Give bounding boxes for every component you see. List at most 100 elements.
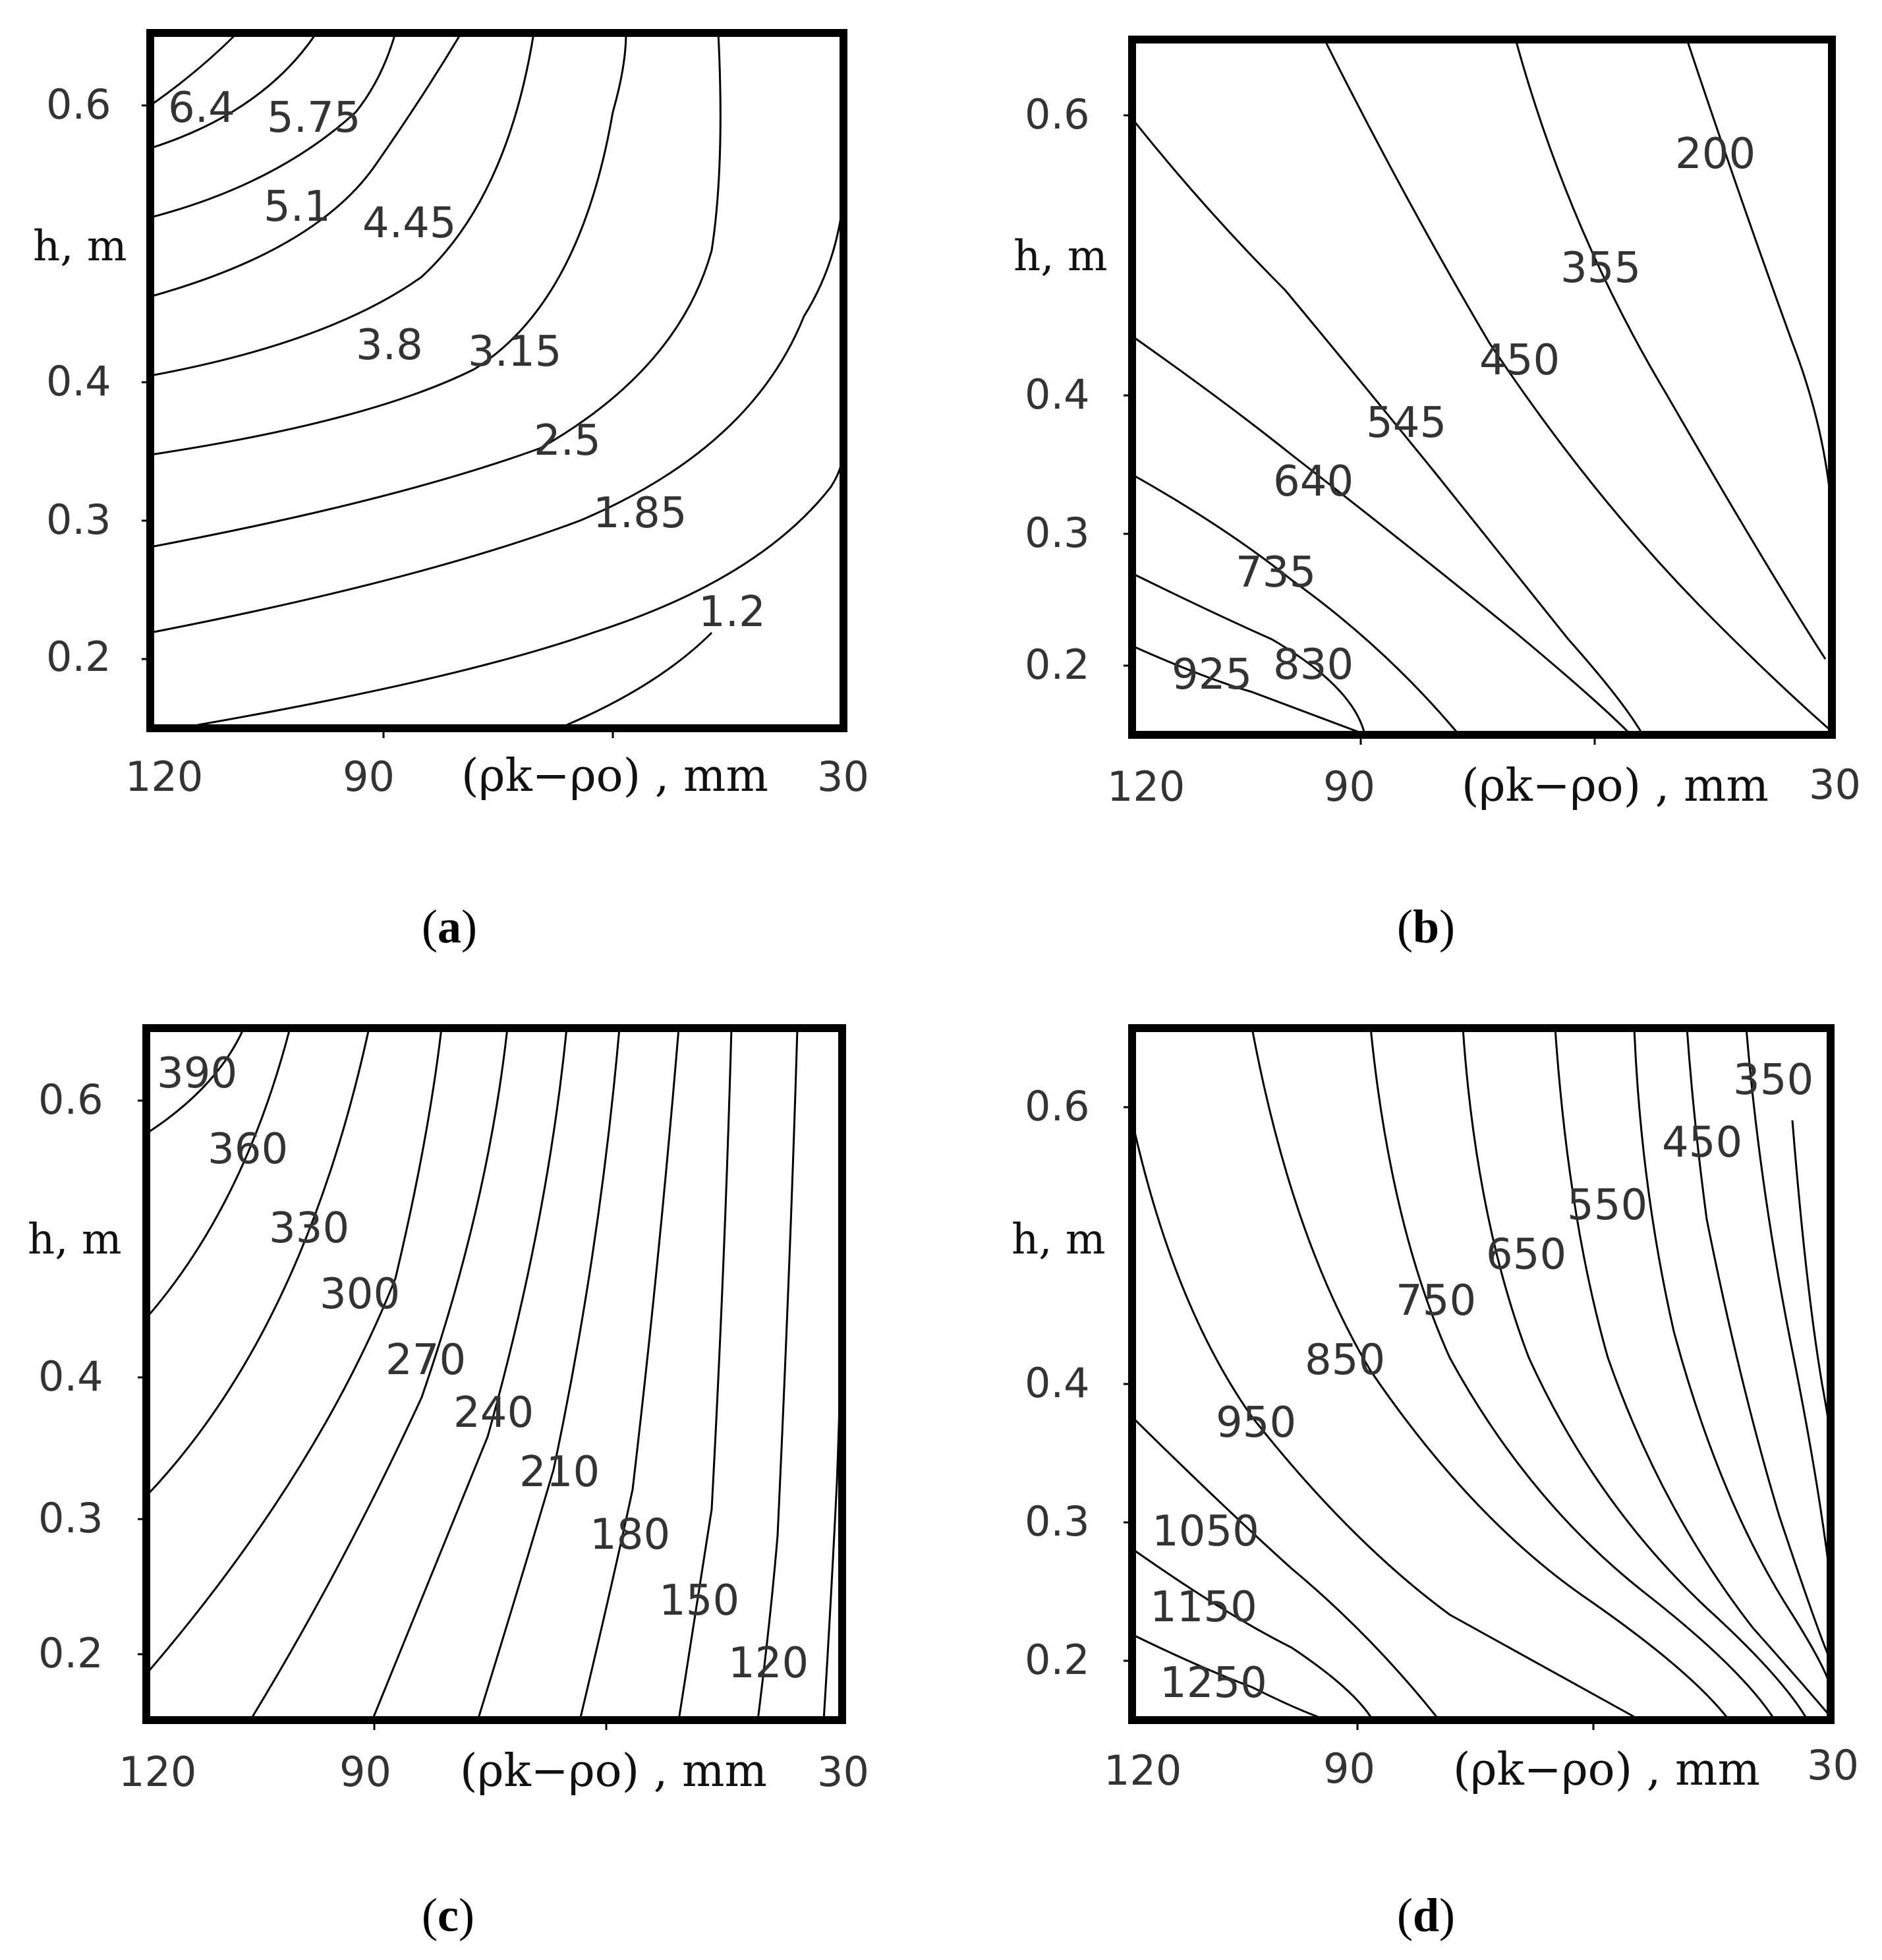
contour-label: 350	[1733, 1056, 1813, 1105]
contour-label: 270	[385, 1336, 466, 1385]
x-tick-label: 30	[817, 753, 869, 801]
contour-label: 640	[1273, 457, 1354, 506]
contour-line	[249, 1027, 509, 1721]
y-tick-label: 0.6	[46, 80, 111, 129]
contour-line	[1251, 1027, 1728, 1717]
x-tick-label: 120	[125, 753, 203, 801]
contour-label: 355	[1560, 244, 1641, 293]
contour-line	[150, 32, 397, 219]
plot-frame-a	[146, 29, 847, 732]
x-tick-label: 30	[1809, 761, 1861, 809]
contour-line	[1791, 1120, 1832, 1444]
contour-line	[1131, 1633, 1319, 1718]
tick-marks-c	[138, 1099, 608, 1730]
contour-line	[677, 1027, 733, 1721]
contour-line	[1131, 572, 1365, 732]
x-tick-label: 90	[343, 753, 395, 801]
contour-line	[150, 32, 239, 107]
contour-label: 1250	[1160, 1659, 1267, 1708]
caption-c: (c)	[422, 1889, 474, 1942]
y-axis-label: h, m	[1012, 1215, 1106, 1264]
caption-d: (d)	[1397, 1889, 1455, 1942]
contour-line	[1462, 1027, 1807, 1717]
contour-line	[1131, 473, 1458, 732]
contour-label: 390	[157, 1049, 237, 1098]
contour-labels-c: 390 360 330 300 270 240 210 180 150 120	[157, 1049, 809, 1688]
contour-label: 6.4	[168, 84, 235, 132]
contour-label: 240	[453, 1389, 534, 1437]
panel-d	[1131, 1027, 1832, 1718]
contour-line	[145, 1027, 370, 1497]
contour-label: 850	[1305, 1336, 1385, 1385]
contour-label: 1.2	[699, 588, 766, 637]
contour-line	[1323, 39, 1833, 733]
contour-label: 450	[1479, 336, 1560, 385]
contour-label: 925	[1172, 650, 1252, 699]
x-tick-label: 120	[1104, 1746, 1182, 1795]
y-tick-label: 0.3	[1025, 509, 1090, 557]
tick-marks-b	[1124, 114, 1596, 745]
contour-labels-d: 350 450 550 650 750 850 950 1050 1150 12…	[1150, 1056, 1813, 1708]
contour-line	[1131, 1416, 1438, 1717]
x-axis-label: (ρk−ρo) , mm	[1462, 760, 1769, 812]
y-tick-label: 0.6	[1025, 90, 1090, 138]
x-tick-label: 90	[1323, 763, 1375, 811]
x-tick-label: 120	[1107, 763, 1185, 811]
contour-label: 300	[320, 1270, 400, 1319]
contour-line	[1633, 1027, 1832, 1688]
y-tick-label: 0.2	[38, 1629, 103, 1677]
y-tick-label: 0.6	[38, 1076, 103, 1124]
contour-label: 650	[1486, 1230, 1566, 1279]
contour-line	[150, 32, 535, 377]
x-tick-label: 30	[1807, 1741, 1859, 1789]
y-axis-label: h, m	[28, 1215, 122, 1264]
contour-label: 5.75	[267, 94, 361, 142]
contour-line	[1745, 1027, 1832, 1582]
y-tick-label: 0.3	[46, 496, 111, 544]
caption-b: (b)	[1397, 900, 1455, 953]
contour-line	[1131, 645, 1358, 733]
contour-line	[150, 32, 627, 456]
contour-label: 180	[590, 1511, 670, 1559]
x-tick-label: 90	[339, 1748, 391, 1796]
contour-line	[371, 1027, 568, 1721]
contour-label: 750	[1396, 1277, 1476, 1325]
contour-label: 1050	[1152, 1507, 1259, 1556]
contour-line	[1131, 1120, 1635, 1718]
contour-line	[476, 1027, 621, 1721]
tick-marks-d	[1124, 1106, 1595, 1730]
contour-label: 120	[728, 1639, 809, 1688]
contour-line	[146, 1027, 245, 1135]
contour-line	[1554, 1027, 1832, 1717]
y-tick-label: 0.6	[1025, 1082, 1090, 1130]
contour-label: 550	[1567, 1181, 1647, 1230]
contour-line	[1131, 1547, 1372, 1717]
contour-line	[579, 1027, 680, 1721]
contour-label: 950	[1216, 1398, 1296, 1447]
panel-b	[1131, 39, 1833, 733]
contour-line	[1369, 1027, 1774, 1717]
x-tick-label: 90	[1323, 1744, 1375, 1793]
x-axis-label: (ρk−ρo) , mm	[460, 1745, 767, 1797]
contour-line	[145, 1027, 291, 1319]
y-tick-label: 0.4	[46, 357, 111, 405]
contour-line	[1686, 39, 1833, 515]
contour-labels-a: 6.4 5.75 5.1 4.45 3.8 3.15 2.5 1.85 1.2	[168, 84, 766, 637]
contour-line	[150, 32, 722, 548]
y-tick-label: 0.3	[1025, 1497, 1090, 1545]
x-tick-label: 30	[817, 1748, 869, 1796]
plot-frame-d	[1128, 1024, 1835, 1724]
contour-line	[1686, 1027, 1832, 1661]
tick-marks-a	[142, 104, 614, 738]
x-axis-label: (ρk−ρo) , mm	[461, 750, 768, 802]
contour-line	[197, 447, 845, 726]
y-tick-label: 0.4	[1025, 1359, 1090, 1407]
contour-line	[1131, 335, 1629, 733]
contour-label: 330	[269, 1204, 349, 1253]
caption-a: (a)	[422, 900, 477, 953]
contour-line	[150, 32, 463, 298]
contour-label: 210	[519, 1448, 600, 1497]
contour-label: 1.85	[593, 489, 687, 538]
panel-c	[145, 1027, 843, 1721]
